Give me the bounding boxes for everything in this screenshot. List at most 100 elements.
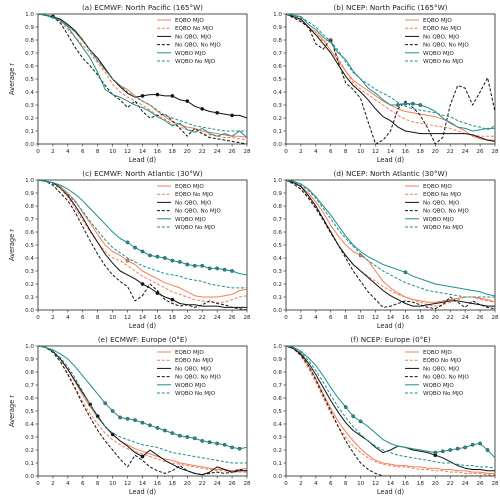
x-tick-label: 0 [284, 149, 288, 155]
x-tick-label: 14 [387, 315, 395, 321]
y-tick-label: 0.9 [25, 357, 34, 363]
x-tick-label: 10 [109, 315, 117, 321]
legend-entry: No QBO, No MJO [175, 43, 221, 49]
x-tick-label: 14 [139, 149, 147, 155]
x-tick-label: 18 [417, 149, 425, 155]
significance-marker [448, 448, 453, 452]
significance-marker [177, 433, 182, 438]
y-tick-label: 0.2 [273, 448, 282, 454]
significance-marker [140, 94, 145, 98]
significance-marker [170, 258, 175, 263]
series-line-4 [38, 14, 247, 138]
y-tick-label: 0.9 [273, 25, 282, 31]
y-tick-label: 0.7 [273, 217, 282, 223]
significance-marker [125, 240, 130, 245]
x-tick-label: 14 [139, 315, 147, 321]
series-group [286, 346, 495, 476]
x-tick-label: 16 [154, 315, 162, 321]
legend-entry: WQBO MJO [423, 217, 454, 223]
x-tick-label: 4 [314, 149, 318, 155]
significance-marker [185, 262, 190, 267]
x-tick-label: 16 [402, 315, 410, 321]
chart-panel-2: (c) ECMWF: North Atlantic (30°W)0 2 4 6 8 10 1… [8, 169, 251, 330]
legend-entry: EQBO No MJO [175, 192, 214, 198]
legend-entry: No QBO, MJO [423, 200, 460, 206]
x-tick-label: 2 [299, 315, 303, 321]
y-tick-label: 0.5 [25, 243, 34, 249]
series-line-3 [286, 346, 495, 476]
significance-marker [140, 420, 145, 425]
x-tick-label: 10 [109, 149, 117, 155]
x-tick-label: 16 [154, 481, 162, 487]
y-tick-label: 0.1 [273, 129, 282, 135]
significance-marker [155, 254, 160, 259]
x-tick-label: 12 [372, 149, 379, 155]
legend-entry: WQBO No MJO [175, 59, 216, 65]
series-line-4 [286, 14, 495, 132]
series-line-3 [286, 180, 495, 310]
legend-entry: EQBO MJO [423, 18, 452, 24]
significance-marker [170, 431, 175, 435]
legend-entry: EQBO No MJO [423, 192, 462, 198]
y-tick-label: 0.9 [25, 191, 34, 197]
y-tick-label: 0.0 [273, 474, 282, 480]
legend: EQBO MJO EQBO No MJO No QBO, MJO No QBO, No… [157, 350, 221, 397]
x-tick-label: 26 [229, 149, 237, 155]
legend: EQBO MJO EQBO No MJO No QBO, MJO No QBO, No… [405, 18, 469, 65]
x-tick-label: 22 [199, 315, 206, 321]
significance-marker [207, 440, 212, 445]
y-tick-label: 0.8 [273, 370, 282, 376]
significance-marker [215, 266, 220, 271]
legend: EQBO MJO EQBO No MJO No QBO, MJO No QBO, No… [405, 184, 469, 231]
series-line-5 [38, 14, 247, 132]
significance-marker [433, 450, 438, 455]
significance-marker [148, 253, 152, 258]
significance-marker [155, 92, 160, 97]
y-tick-label: 0.3 [273, 103, 282, 109]
significance-marker [140, 282, 145, 286]
y-tick-label: 0.0 [25, 142, 34, 148]
legend-entry: No QBO, No MJO [175, 375, 221, 381]
x-tick-label: 12 [124, 315, 131, 321]
significance-marker [162, 256, 167, 260]
y-tick-label: 0.7 [25, 383, 34, 389]
series-line-5 [38, 346, 247, 464]
x-tick-label: 22 [447, 149, 454, 155]
x-tick-label: 18 [169, 481, 177, 487]
plot-frame [37, 13, 248, 145]
y-tick-label: 0.1 [25, 461, 34, 467]
y-tick-label: 0.6 [273, 64, 282, 70]
series-line-5 [286, 180, 495, 298]
significance-marker [162, 428, 167, 433]
y-tick-label: 1.0 [25, 178, 34, 184]
y-tick-label: 0.4 [25, 422, 34, 428]
legend-entry: WQBO No MJO [175, 391, 216, 397]
series-line-0 [38, 180, 247, 298]
significance-marker [403, 101, 408, 106]
chart-panel-0: (a) ECMWF: North Pacific (165°W)0 2 4 6 8 10 1… [8, 3, 251, 164]
x-tick-label: 26 [477, 315, 485, 321]
y-tick-label: 0.6 [25, 230, 34, 236]
legend-entry: No QBO, MJO [175, 366, 212, 372]
y-tick-label: 0.3 [25, 103, 34, 109]
y-tick-label: 0.7 [25, 217, 34, 223]
series-group [286, 14, 495, 144]
x-tick-label: 12 [124, 149, 131, 155]
series-line-3 [38, 346, 247, 476]
x-tick-label: 8 [96, 481, 100, 487]
x-tick-label: 6 [329, 481, 333, 487]
x-tick-label: 20 [432, 481, 440, 487]
legend-entry: WQBO No MJO [423, 225, 464, 231]
significance-marker [185, 435, 190, 439]
y-tick-label: 0.1 [273, 295, 282, 301]
x-tick-label: 28 [491, 149, 499, 155]
significance-marker [237, 446, 242, 451]
significance-marker [485, 448, 490, 452]
x-tick-label: 4 [66, 149, 70, 155]
x-tick-label: 16 [402, 149, 410, 155]
significance-marker [222, 267, 227, 272]
x-tick-label: 28 [243, 149, 251, 155]
significance-marker [103, 401, 108, 406]
x-axis-label: Lead (d) [377, 322, 404, 330]
series-line-5 [286, 346, 495, 469]
